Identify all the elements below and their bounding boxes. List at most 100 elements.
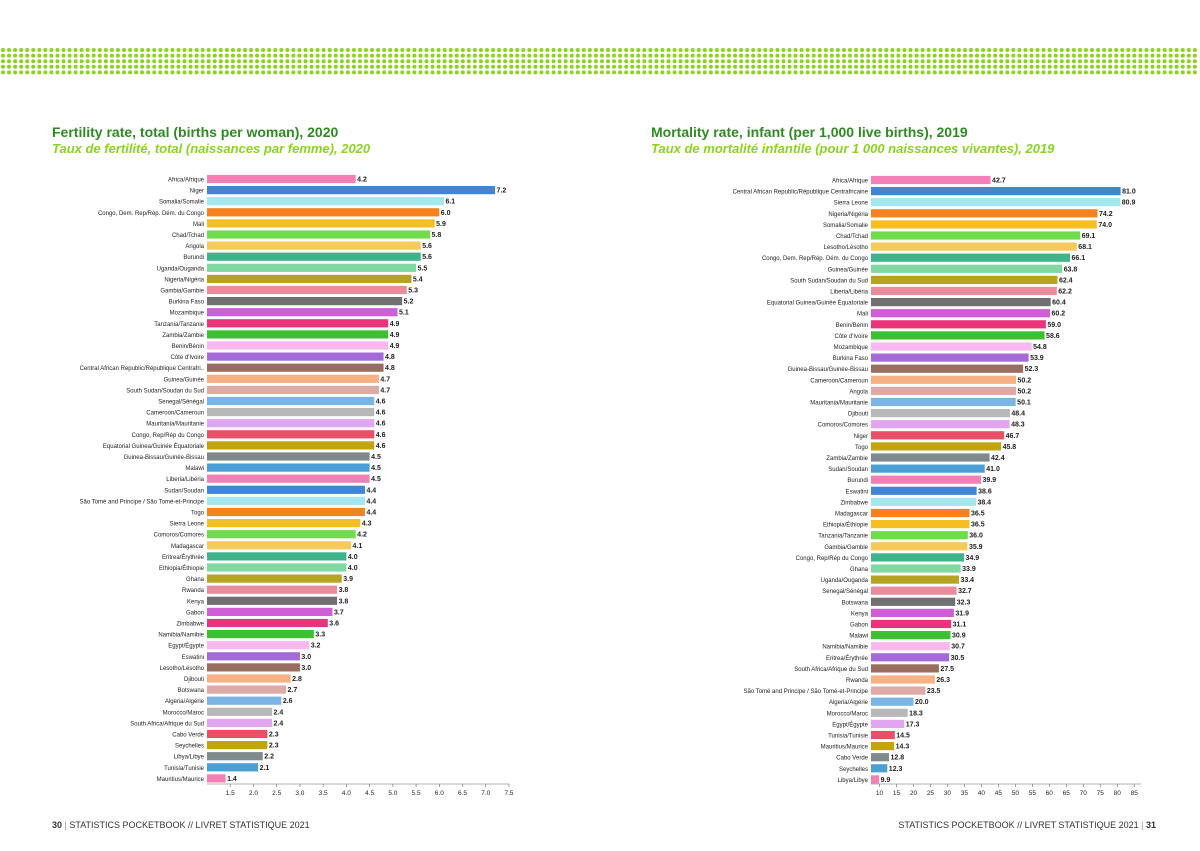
pattern-dot — [962, 53, 967, 58]
pattern-dot — [757, 64, 762, 69]
value-label: 69.1 — [1082, 233, 1096, 240]
pattern-dot — [1096, 64, 1101, 69]
pattern-dot — [406, 53, 411, 58]
pattern-dot — [956, 70, 961, 75]
pattern-dot — [920, 70, 925, 75]
pattern-dot — [327, 70, 332, 75]
pattern-dot — [950, 70, 955, 75]
pattern-dot — [739, 59, 744, 64]
pattern-dot — [218, 48, 223, 52]
pattern-dot — [25, 59, 30, 64]
pattern-dot — [763, 59, 768, 64]
pattern-dot — [932, 48, 937, 52]
category-label: Zambia/Zambie — [826, 456, 868, 462]
pattern-dot — [1132, 53, 1137, 58]
pattern-dot — [206, 53, 211, 58]
pattern-dot — [376, 53, 381, 58]
pattern-dot — [557, 48, 562, 52]
value-label: 4.4 — [366, 487, 376, 494]
pattern-dot — [545, 64, 550, 69]
pattern-dot — [394, 64, 399, 69]
pattern-dot — [1041, 53, 1046, 58]
pattern-dot — [599, 53, 604, 58]
pattern-dot — [805, 70, 810, 75]
pattern-dot — [406, 64, 411, 69]
pattern-dot — [962, 64, 967, 69]
value-label: 33.9 — [962, 566, 976, 573]
pattern-dot — [273, 70, 278, 75]
value-label: 12.3 — [889, 766, 903, 773]
pattern-dot — [854, 48, 859, 52]
pattern-dot — [400, 59, 405, 64]
pattern-dot — [587, 59, 592, 64]
pattern-dot — [624, 64, 629, 69]
pattern-dot — [1174, 59, 1179, 64]
pattern-dot — [763, 64, 768, 69]
pattern-dot — [938, 53, 943, 58]
pattern-dot — [291, 64, 296, 69]
pattern-dot — [1102, 64, 1107, 69]
value-label: 20.0 — [915, 699, 929, 706]
category-label: Cabo Verde — [172, 733, 204, 739]
pattern-dot — [188, 64, 193, 69]
category-label: South Africa/Afrique du Sud — [130, 721, 204, 727]
pattern-dot — [817, 53, 822, 58]
pattern-dot — [466, 70, 471, 75]
pattern-dot — [1174, 48, 1179, 52]
pattern-dot — [218, 64, 223, 69]
pattern-dot — [727, 59, 731, 64]
value-label: 36.0 — [969, 533, 983, 540]
pattern-dot — [599, 70, 604, 75]
pattern-dot — [684, 48, 689, 52]
data-bar — [207, 707, 273, 716]
pattern-dot — [1035, 53, 1040, 58]
category-label: Equatorial Guinea/Guinée Équatoriale — [103, 443, 205, 450]
value-label: 4.7 — [380, 387, 390, 394]
pattern-dot — [303, 64, 308, 69]
pattern-dot — [672, 59, 677, 64]
pattern-dot — [975, 48, 980, 52]
data-bar — [207, 374, 379, 383]
pattern-dot — [327, 53, 332, 58]
data-bar — [871, 264, 1063, 273]
value-label: 14.3 — [896, 744, 910, 751]
pattern-dot — [394, 48, 399, 52]
pattern-dot — [908, 70, 913, 75]
pattern-dot — [1083, 59, 1088, 64]
category-label: Guinea/Guinée — [828, 267, 869, 273]
pattern-dot — [969, 70, 973, 75]
pattern-dot — [733, 53, 738, 58]
pattern-dot — [727, 53, 731, 58]
pattern-dot — [666, 48, 671, 52]
pattern-dot — [914, 53, 919, 58]
category-label: Angola — [185, 244, 204, 250]
pattern-dot — [950, 53, 955, 58]
pattern-dot — [1053, 48, 1058, 52]
pattern-dot — [357, 70, 362, 75]
pattern-dot — [134, 70, 139, 75]
pattern-dot — [841, 53, 846, 58]
pattern-dot — [848, 70, 852, 75]
data-bar — [207, 552, 347, 561]
pattern-dot — [563, 64, 568, 69]
category-label: São Tomé and Principe / São Tomé-et-Prin… — [79, 499, 204, 505]
pattern-dot — [606, 53, 610, 58]
pattern-dot — [152, 59, 157, 64]
value-label: 38.4 — [977, 499, 991, 506]
pattern-dot — [303, 59, 308, 64]
pattern-dot — [55, 59, 60, 64]
pattern-dot — [188, 48, 193, 52]
pattern-dot — [273, 48, 278, 52]
pattern-dot — [1186, 48, 1191, 52]
pattern-dot — [545, 59, 550, 64]
pattern-dot — [938, 59, 943, 64]
pattern-dot — [1156, 70, 1161, 75]
pattern-dot — [769, 59, 774, 64]
pattern-dot — [787, 53, 792, 58]
pattern-dot — [624, 70, 629, 75]
pattern-dot — [25, 48, 30, 52]
pattern-dot — [581, 48, 586, 52]
pattern-dot — [170, 70, 175, 75]
pattern-dot — [430, 53, 435, 58]
pattern-dot — [394, 59, 399, 64]
